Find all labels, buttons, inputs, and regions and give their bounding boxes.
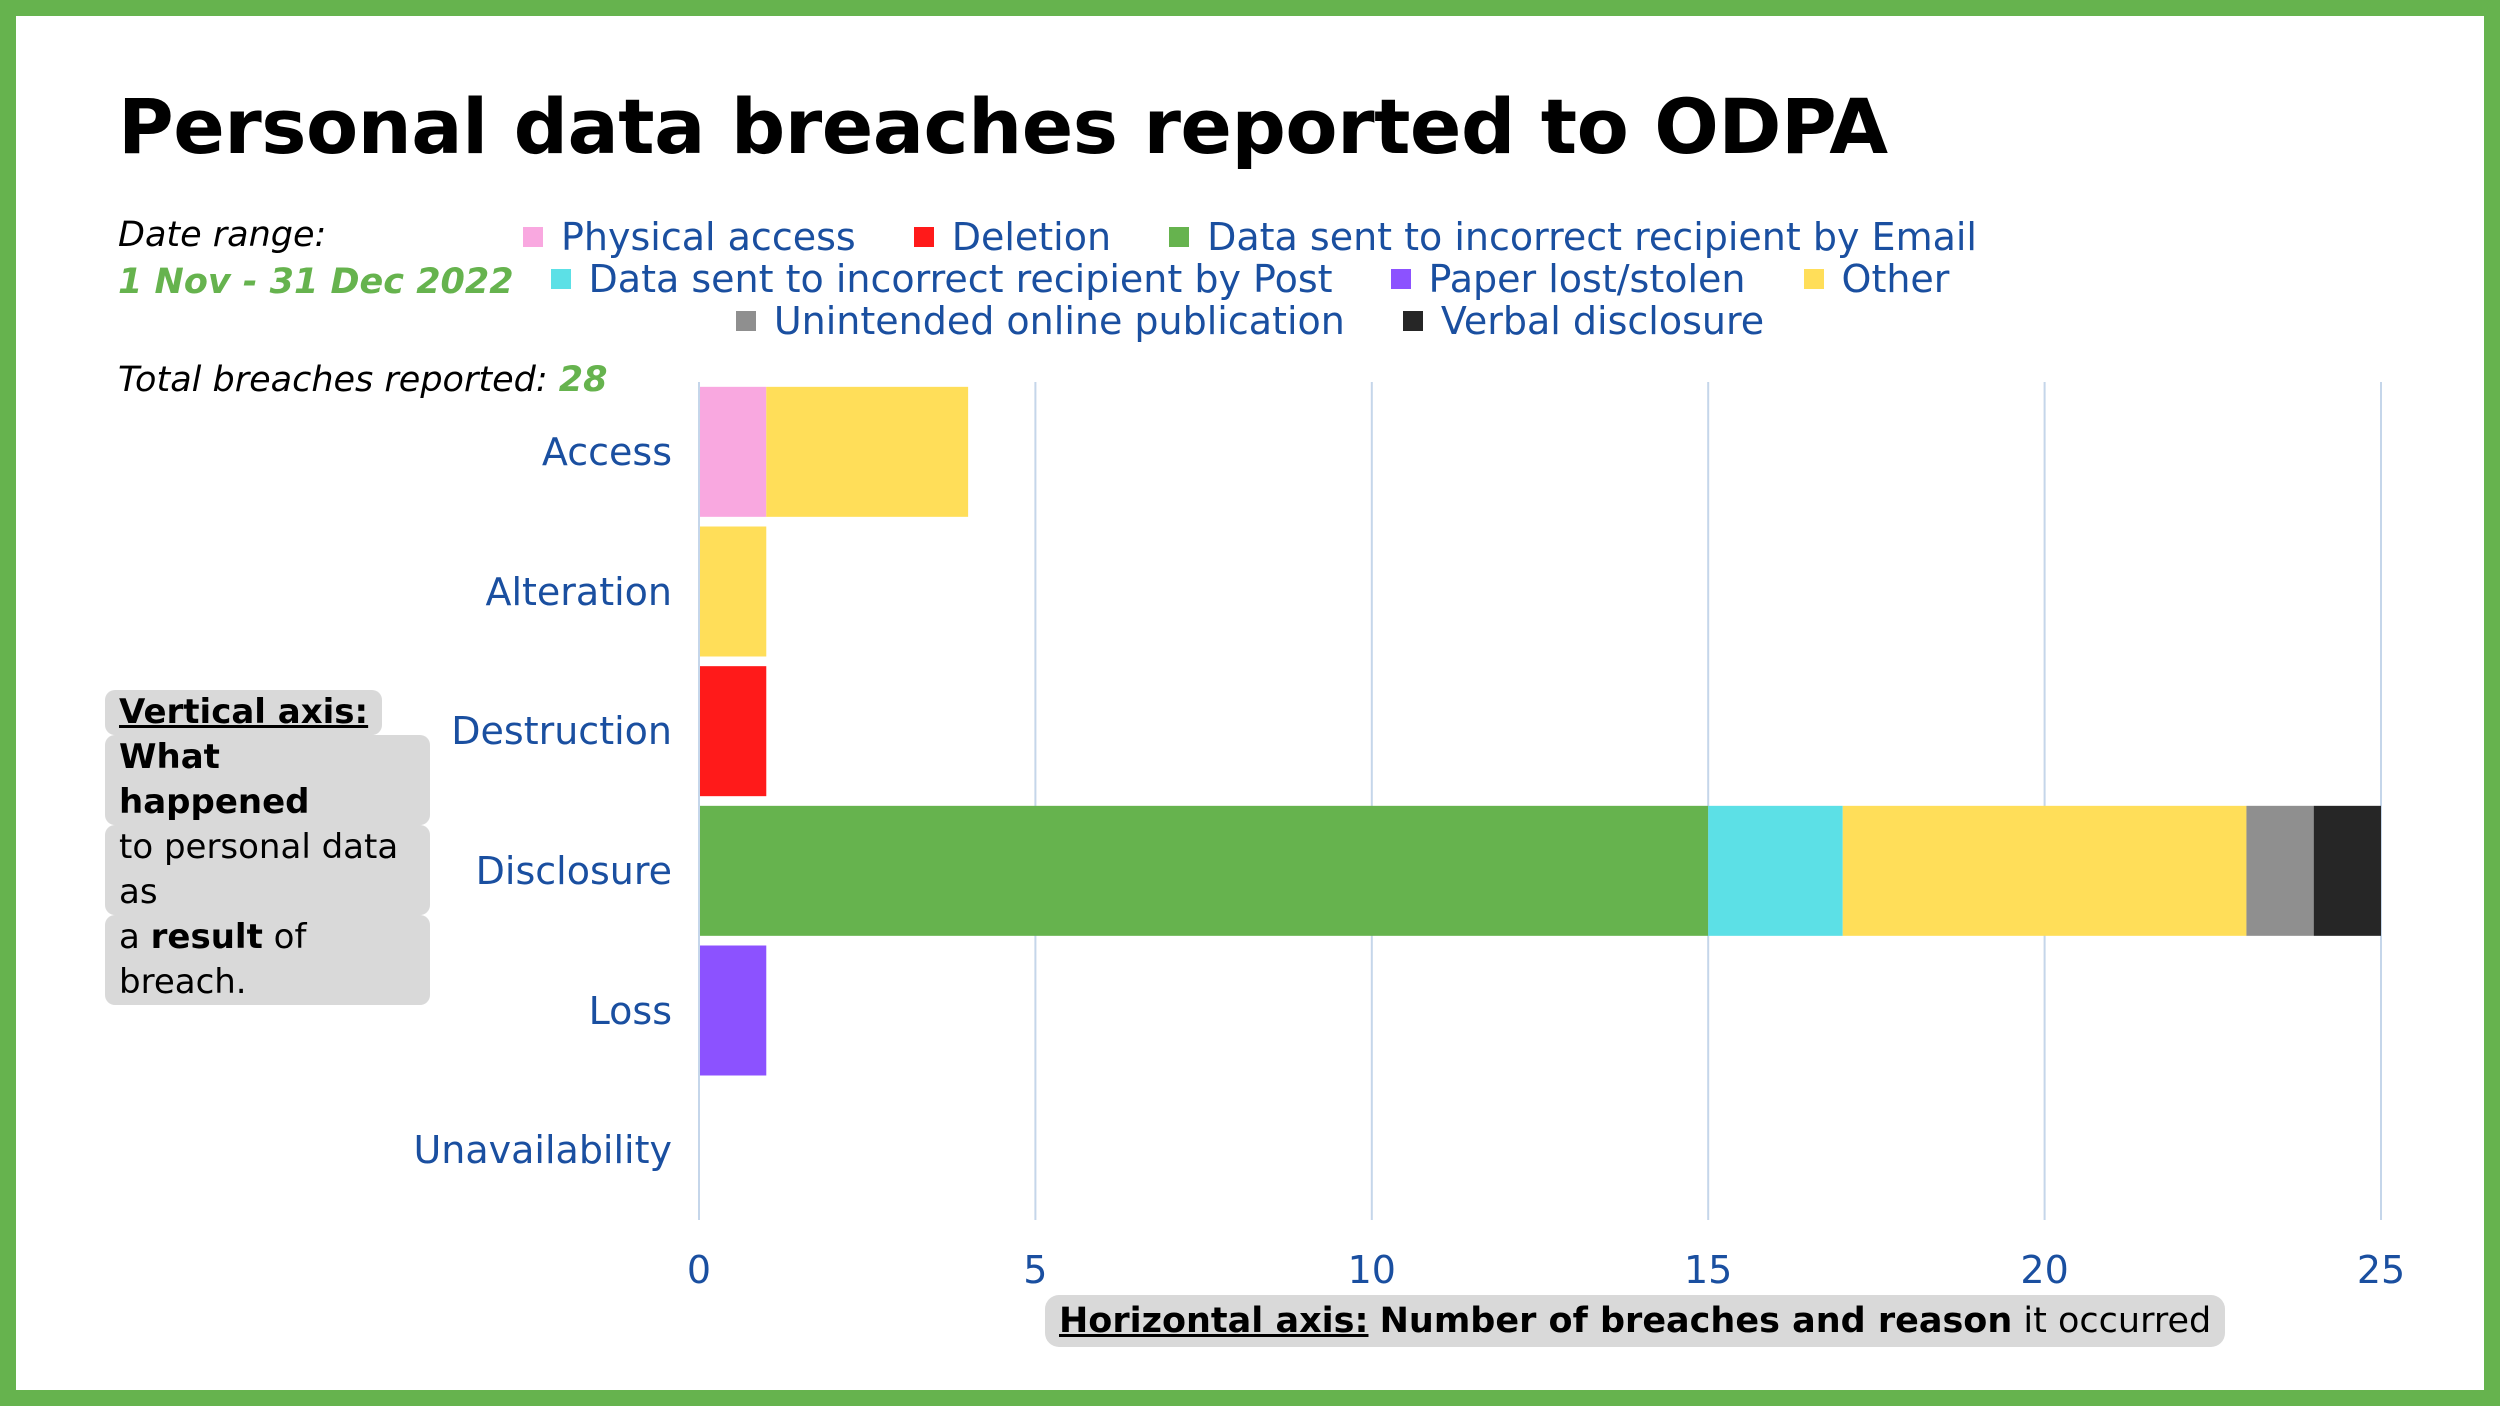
bar-segment: [2246, 805, 2314, 936]
date-range-label: Date range:: [118, 215, 327, 255]
vertical-note-text2: of breach.: [119, 917, 307, 1002]
legend-swatch: [550, 269, 571, 289]
category-label: Access: [541, 429, 672, 474]
legend-label: Data sent to incorrect recipient by Post: [588, 257, 1333, 301]
x-tick-label: 10: [1347, 1248, 1396, 1292]
legend-item: Data sent to incorrect recipient by Post: [550, 257, 1333, 301]
date-range-value: 1 Nov - 31 Dec 2022: [118, 262, 514, 302]
bar-segment: [699, 666, 767, 797]
legend-label: Physical access: [560, 215, 856, 259]
bar-segment: [766, 386, 969, 517]
chart-title: Personal data breaches reported to ODPA: [118, 82, 1888, 171]
total-value: 28: [558, 360, 608, 400]
bar-segment: [1708, 805, 1843, 936]
legend-swatch: [735, 311, 756, 331]
legend-swatch: [1803, 269, 1824, 289]
total-breaches: Total breaches reported: 28: [118, 360, 607, 400]
legend-item: Deletion: [913, 215, 1112, 259]
category-label: Destruction: [451, 709, 672, 754]
legend-item: Unintended online publication: [735, 299, 1345, 343]
vertical-note-text1: to personal data as: [105, 825, 430, 915]
legend-label: Other: [1841, 257, 1950, 301]
bar-segment: [1842, 805, 2247, 936]
vertical-note-prefix: a: [119, 917, 140, 957]
category-label: Unavailability: [413, 1128, 672, 1173]
vertical-note-bold: What happened: [119, 737, 310, 822]
horizontal-axis-note: Horizontal axis: Number of breaches and …: [1045, 1295, 2226, 1347]
x-tick-label: 5: [1023, 1248, 1048, 1292]
legend-item: Data sent to incorrect recipient by Emai…: [1169, 215, 1977, 259]
legend-swatch: [1402, 311, 1423, 331]
legend-label: Verbal disclosure: [1440, 299, 1765, 343]
category-label: Loss: [588, 988, 672, 1033]
legend-row: Data sent to incorrect recipient by Post…: [0, 257, 2500, 301]
x-tick-label: 20: [2020, 1248, 2069, 1292]
bar-segment: [2313, 805, 2381, 936]
horizontal-note-bold: Number of breaches and reason: [1379, 1301, 2013, 1341]
vertical-note-heading: Vertical axis:: [119, 692, 369, 732]
x-tick-label: 15: [1684, 1248, 1733, 1292]
legend-label: Paper lost/stolen: [1428, 257, 1746, 301]
horizontal-note-text: it occurred: [2023, 1301, 2212, 1341]
legend-label: Unintended online publication: [773, 299, 1345, 343]
legend-item: Other: [1803, 257, 1950, 301]
bar-segment: [699, 526, 767, 657]
bar-segment: [699, 805, 1709, 936]
legend-swatch: [522, 227, 543, 247]
legend-swatch: [913, 227, 934, 247]
horizontal-note-heading: Horizontal axis:: [1059, 1301, 1369, 1341]
legend-label: Deletion: [951, 215, 1112, 259]
legend-item: Physical access: [522, 215, 856, 259]
legend-item: Paper lost/stolen: [1390, 257, 1746, 301]
legend-swatch: [1390, 269, 1411, 289]
total-label: Total breaches reported:: [118, 360, 548, 400]
legend-row: Unintended online publication Verbal disc…: [0, 299, 2500, 343]
category-label: Disclosure: [475, 848, 672, 893]
legend-swatch: [1169, 227, 1190, 247]
bar-segment: [699, 386, 767, 517]
legend-label: Data sent to incorrect recipient by Emai…: [1207, 215, 1977, 259]
bar-segment: [699, 945, 767, 1076]
legend-row: Physical access Deletion Data sent to inco…: [0, 215, 2500, 259]
vertical-note-result: result: [150, 917, 263, 957]
vertical-axis-note: Vertical axis: What happened to personal…: [105, 690, 430, 1005]
x-tick-label: 25: [2356, 1248, 2406, 1292]
x-tick-label: 0: [686, 1248, 712, 1292]
legend-item: Verbal disclosure: [1402, 299, 1765, 343]
category-label: Alteration: [485, 569, 672, 614]
